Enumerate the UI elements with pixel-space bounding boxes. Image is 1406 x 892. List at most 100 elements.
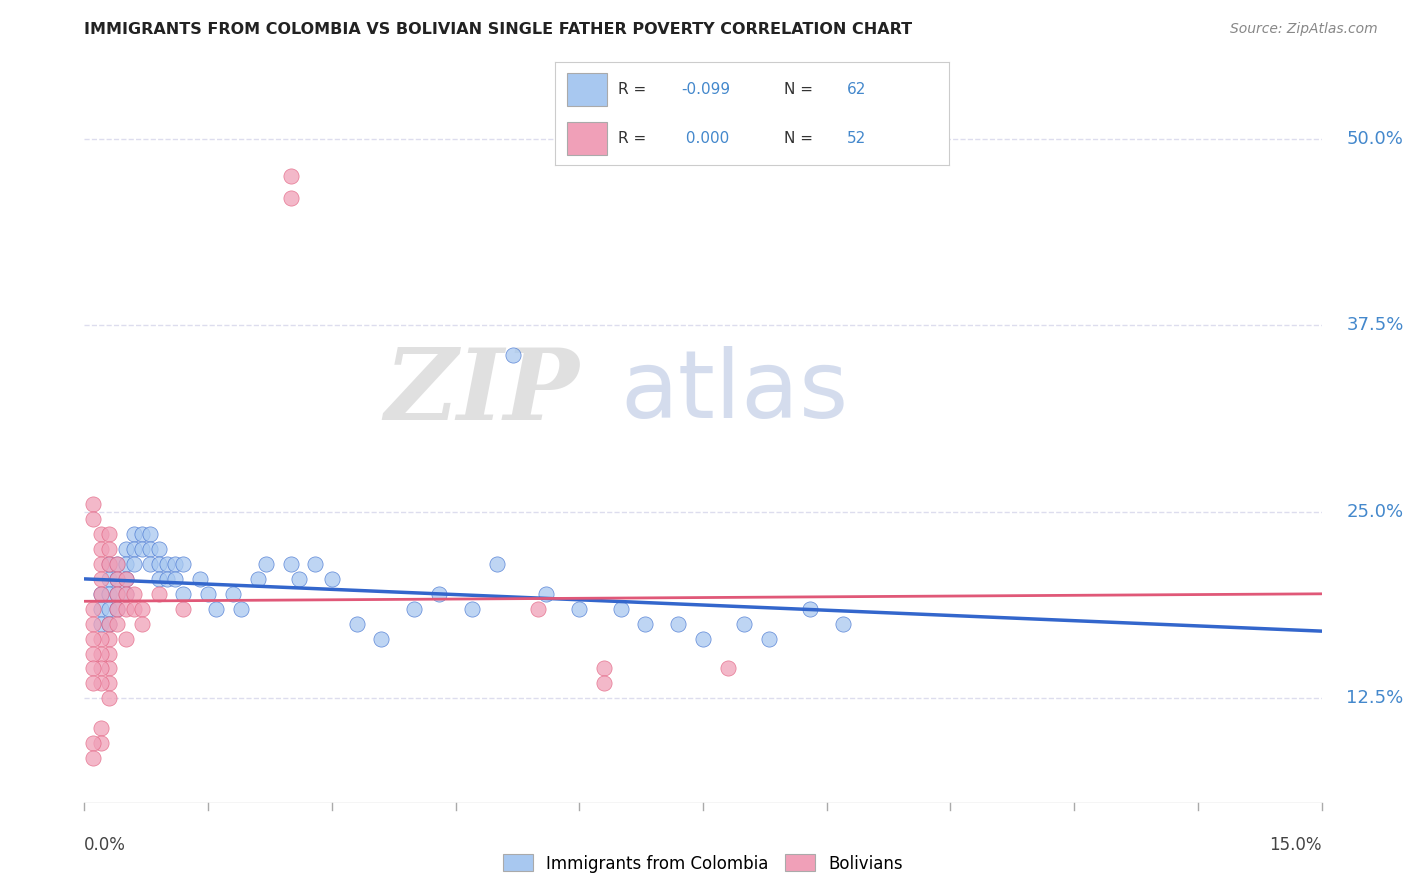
Point	[90, 676, 112, 690]
Point	[98, 557, 121, 571]
Point	[105, 587, 128, 601]
Point	[98, 557, 121, 571]
Text: 62: 62	[846, 81, 866, 96]
Point	[82, 751, 104, 765]
Point	[82, 512, 104, 526]
Point	[288, 572, 311, 586]
Point	[114, 572, 136, 586]
Point	[131, 601, 153, 615]
Point	[717, 661, 740, 675]
Point	[82, 736, 104, 750]
Text: 15.0%: 15.0%	[1270, 836, 1322, 854]
Point	[139, 542, 162, 557]
Text: 25.0%: 25.0%	[1347, 503, 1403, 521]
Point	[90, 587, 112, 601]
Point	[90, 542, 112, 557]
Point	[165, 557, 187, 571]
Point	[172, 557, 194, 571]
Point	[254, 557, 277, 571]
Point	[346, 616, 368, 631]
Point	[156, 572, 179, 586]
Point	[98, 632, 121, 646]
Point	[832, 616, 855, 631]
Point	[105, 557, 128, 571]
Point	[321, 572, 343, 586]
Point	[634, 616, 657, 631]
Bar	[567, 122, 606, 155]
Point	[139, 557, 162, 571]
Point	[246, 572, 269, 586]
Point	[370, 632, 392, 646]
Point	[131, 542, 153, 557]
Point	[229, 601, 252, 615]
Point	[98, 661, 121, 675]
Point	[105, 557, 128, 571]
Point	[148, 587, 170, 601]
Point	[404, 601, 426, 615]
Point	[114, 542, 136, 557]
Point	[105, 572, 128, 586]
Point	[90, 557, 112, 571]
Point	[131, 527, 153, 541]
Point	[98, 601, 121, 615]
Point	[90, 647, 112, 661]
Point	[148, 557, 170, 571]
Point	[799, 601, 821, 615]
Point	[82, 632, 104, 646]
Text: 12.5%: 12.5%	[1347, 690, 1403, 707]
Text: atlas: atlas	[620, 346, 849, 438]
Point	[122, 601, 145, 615]
Point	[122, 527, 145, 541]
Point	[197, 587, 219, 601]
Point	[114, 557, 136, 571]
Point	[82, 661, 104, 675]
Point	[188, 572, 211, 586]
Text: N =: N =	[783, 131, 817, 146]
Text: N =: N =	[783, 81, 817, 96]
Point	[131, 616, 153, 631]
Bar	[567, 73, 606, 105]
Point	[568, 601, 591, 615]
Text: Source: ZipAtlas.com: Source: ZipAtlas.com	[1230, 22, 1378, 37]
Point	[609, 601, 631, 615]
Text: 0.000: 0.000	[682, 131, 730, 146]
Point	[593, 661, 616, 675]
Point	[593, 676, 616, 690]
Legend: Immigrants from Colombia, Bolivians: Immigrants from Colombia, Bolivians	[496, 847, 910, 880]
Point	[114, 632, 136, 646]
Point	[172, 587, 194, 601]
Point	[156, 557, 179, 571]
Text: R =: R =	[619, 131, 651, 146]
Point	[148, 572, 170, 586]
Point	[98, 616, 121, 631]
Point	[165, 572, 187, 586]
Point	[122, 557, 145, 571]
Point	[280, 191, 302, 205]
Point	[122, 587, 145, 601]
Point	[172, 601, 194, 615]
Point	[90, 527, 112, 541]
Text: -0.099: -0.099	[682, 81, 731, 96]
Text: IMMIGRANTS FROM COLOMBIA VS BOLIVIAN SINGLE FATHER POVERTY CORRELATION CHART: IMMIGRANTS FROM COLOMBIA VS BOLIVIAN SIN…	[84, 22, 912, 37]
Point	[666, 616, 689, 631]
Point	[98, 542, 121, 557]
Point	[692, 632, 714, 646]
Point	[222, 587, 245, 601]
Point	[427, 587, 450, 601]
Point	[461, 601, 484, 615]
Point	[205, 601, 228, 615]
Point	[733, 616, 755, 631]
Point	[105, 616, 128, 631]
Point	[122, 542, 145, 557]
Point	[82, 676, 104, 690]
Point	[114, 572, 136, 586]
Point	[90, 632, 112, 646]
Point	[758, 632, 780, 646]
Text: 37.5%: 37.5%	[1347, 316, 1403, 334]
Text: R =: R =	[619, 81, 651, 96]
Point	[98, 572, 121, 586]
Point	[304, 557, 326, 571]
Point	[114, 601, 136, 615]
Text: 52: 52	[846, 131, 866, 146]
Point	[82, 601, 104, 615]
